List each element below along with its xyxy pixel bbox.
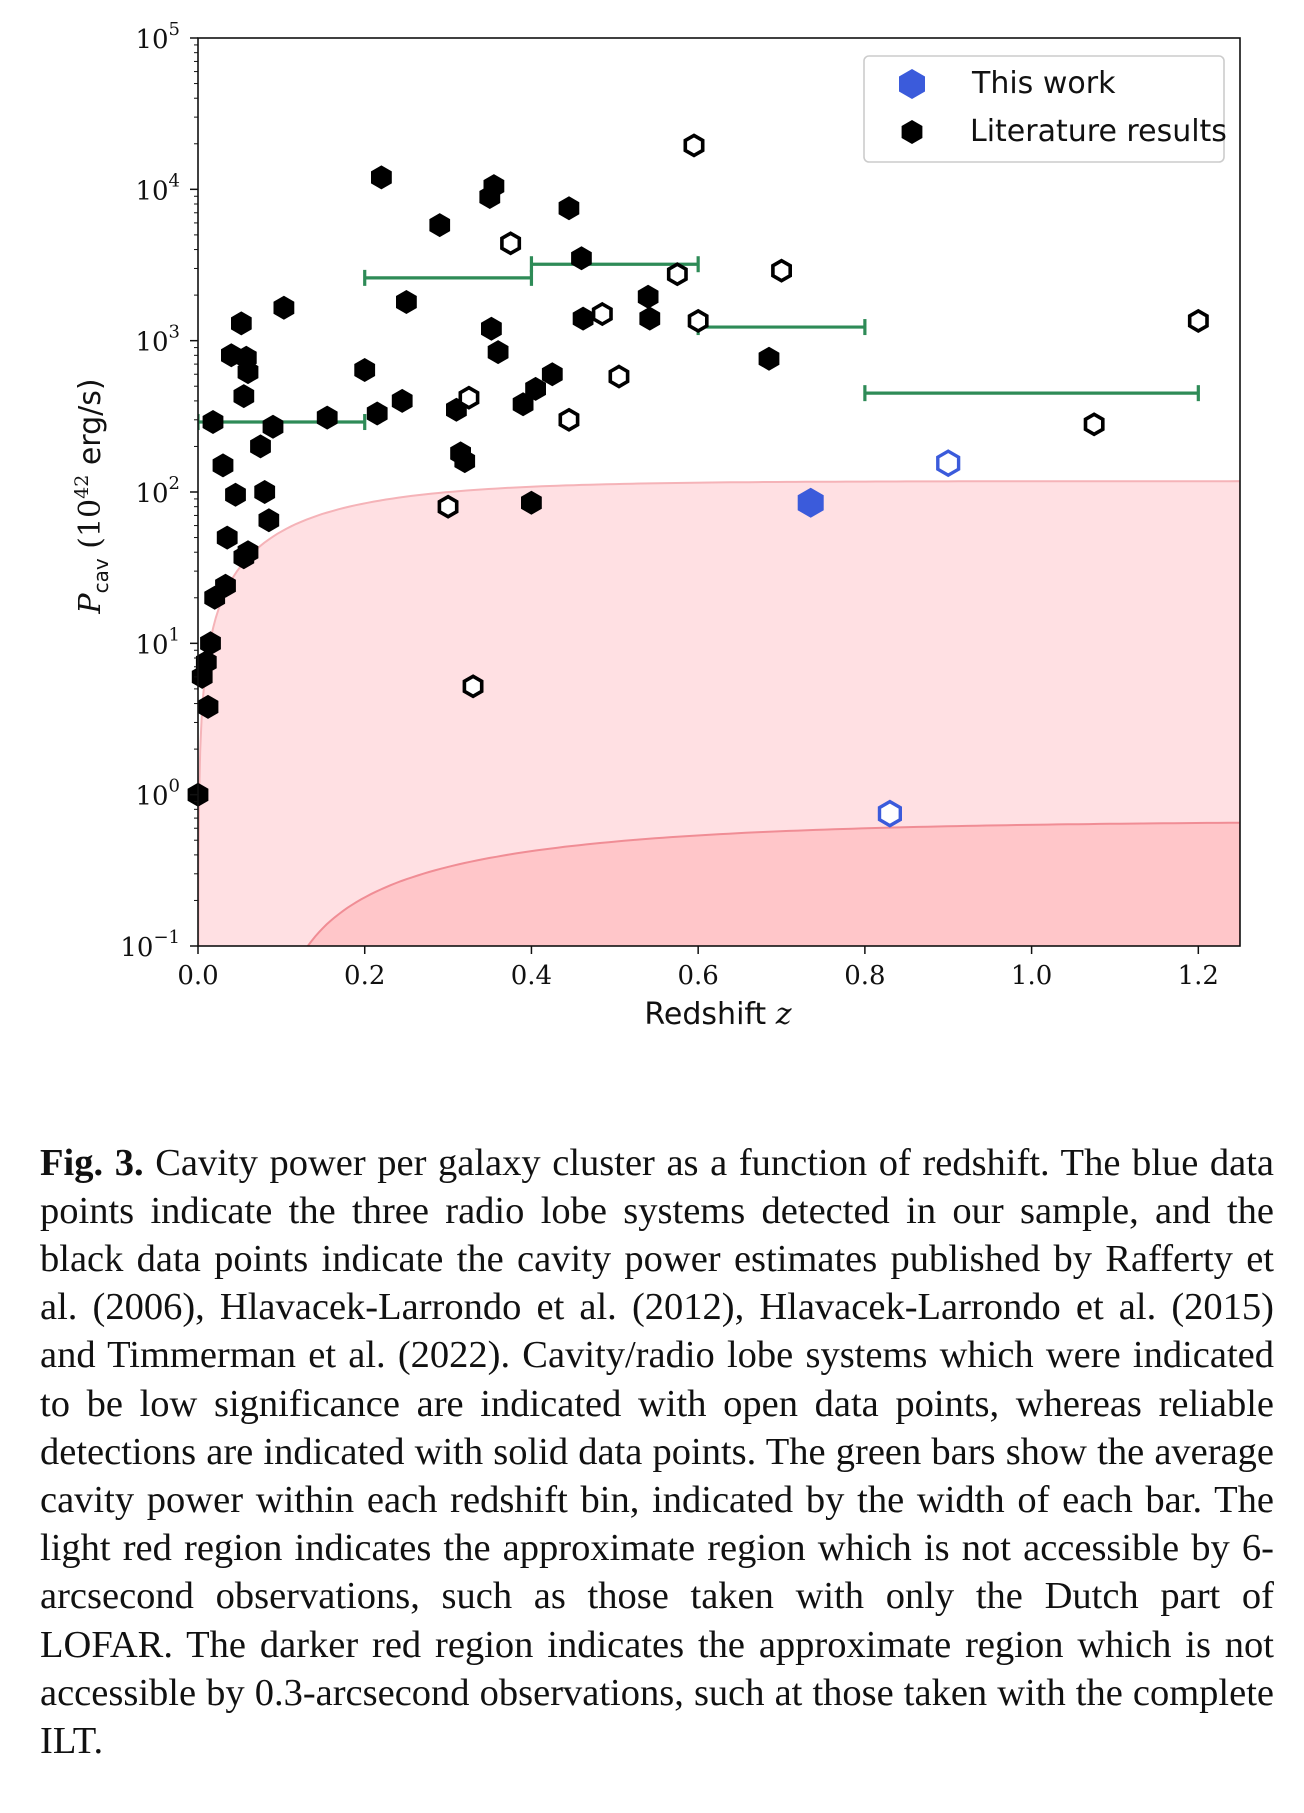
literature-point-solid	[366, 401, 388, 426]
legend-this-work-marker	[899, 69, 925, 99]
literature-point-solid	[483, 174, 505, 199]
literature-point-solid	[202, 410, 224, 434]
y-axis-ticks: 105 104 103 102 101 100 10−1	[120, 19, 198, 963]
literature-point-open	[591, 301, 613, 327]
legend-box	[863, 55, 1225, 163]
literature-point-solid	[371, 165, 392, 190]
literature-point-solid	[237, 540, 259, 565]
literature-point-open	[608, 364, 630, 389]
y-tick-label: 104	[135, 170, 180, 206]
y-axis-label: Pcav (1042 erg/s)	[71, 378, 113, 614]
literature-point-solid	[558, 196, 580, 221]
x-tick-label: 0.0	[177, 961, 218, 991]
y-tick-label: 100	[135, 776, 180, 812]
literature-point-solid	[216, 525, 238, 550]
y-tick-label: 102	[135, 473, 180, 509]
y-tick-label: 101	[135, 624, 180, 660]
legend-literature-label: Literature results	[970, 114, 1227, 149]
literature-point-solid	[429, 213, 451, 238]
literature-point-solid	[487, 340, 509, 365]
average-bins	[198, 256, 1200, 431]
literature-point-solid	[258, 508, 280, 533]
x-tick-label: 0.2	[344, 961, 385, 991]
literature-point-solid	[316, 405, 338, 430]
literature-point-solid	[525, 376, 546, 401]
literature-point-solid	[758, 346, 780, 371]
literature-point-open	[500, 231, 522, 256]
literature-point-solid	[512, 392, 534, 417]
literature-point-solid	[233, 384, 255, 409]
literature-point-open	[683, 133, 705, 158]
literature-point-solid	[200, 631, 221, 656]
caption-text: Cavity power per galaxy cluster as a fun…	[40, 1141, 1275, 1762]
x-tick-label: 0.4	[511, 961, 552, 991]
literature-point-solid	[639, 306, 661, 331]
x-tick-label: 0.8	[844, 961, 885, 991]
data-points	[187, 133, 1209, 828]
literature-point-solid	[231, 311, 252, 336]
literature-point-solid	[250, 434, 271, 459]
literature-point-solid	[195, 650, 217, 675]
literature-point-solid	[521, 490, 542, 515]
legend-this-work-label: This work	[971, 66, 1116, 101]
legend: This work Literature results	[863, 55, 1227, 163]
literature-point-solid	[454, 449, 476, 474]
x-tick-label: 1.2	[1178, 961, 1219, 991]
literature-point-open	[666, 262, 688, 287]
this-work-point-open	[936, 449, 961, 478]
literature-point-solid	[197, 694, 219, 719]
figure-caption: Fig. 3. Cavity power per galaxy cluster …	[40, 1139, 1274, 1766]
literature-point-solid	[481, 316, 502, 341]
literature-point-solid	[354, 358, 376, 382]
literature-point-solid	[396, 290, 417, 314]
x-axis-ticks: 0.0 0.2 0.4 0.6 0.8 1.0 1.2	[177, 946, 1219, 991]
x-tick-label: 1.0	[1011, 961, 1052, 991]
literature-point-solid	[262, 414, 284, 439]
average-bin	[363, 269, 534, 286]
literature-point-open	[458, 385, 480, 410]
average-bin	[529, 256, 700, 273]
region-dark-red	[306, 821, 1240, 946]
literature-point-open	[1083, 412, 1105, 437]
this-work-point-solid	[797, 487, 824, 518]
literature-point-open	[687, 308, 709, 333]
y-tick-label: 105	[135, 19, 180, 55]
caption-label: Fig. 3.	[40, 1141, 144, 1184]
y-tick-label: 103	[135, 322, 180, 358]
average-bin	[863, 385, 1200, 402]
literature-point-solid	[215, 573, 236, 598]
this-work-point-open	[877, 799, 902, 828]
x-tick-label: 0.6	[677, 961, 718, 991]
literature-point-open	[1187, 308, 1209, 333]
y-tick-label: 10−1	[120, 927, 180, 963]
literature-point-solid	[273, 295, 295, 320]
literature-point-open	[558, 407, 580, 432]
x-axis-label: Redshift z	[644, 997, 791, 1032]
figure: 0.0 0.2 0.4 0.6 0.8 1.0 1.2 105 104 103 102 101 100…	[71, 19, 1241, 1032]
literature-point-solid	[571, 246, 592, 271]
literature-point-solid	[637, 284, 659, 309]
literature-point-open	[771, 258, 793, 283]
literature-point-solid	[225, 482, 246, 507]
inaccessible-regions	[198, 480, 1240, 946]
literature-point-solid	[237, 360, 259, 385]
literature-point-open	[437, 494, 459, 519]
literature-point-solid	[254, 480, 276, 504]
literature-point-solid	[572, 306, 594, 331]
cavity-power-chart: 0.0 0.2 0.4 0.6 0.8 1.0 1.2 105 104 103 102 101 100…	[71, 19, 1241, 1032]
literature-point-open	[462, 674, 484, 699]
literature-point-solid	[391, 388, 413, 413]
legend-literature-marker	[901, 120, 923, 144]
literature-point-solid	[541, 362, 563, 387]
average-bin	[696, 319, 867, 336]
literature-point-solid	[212, 453, 234, 478]
